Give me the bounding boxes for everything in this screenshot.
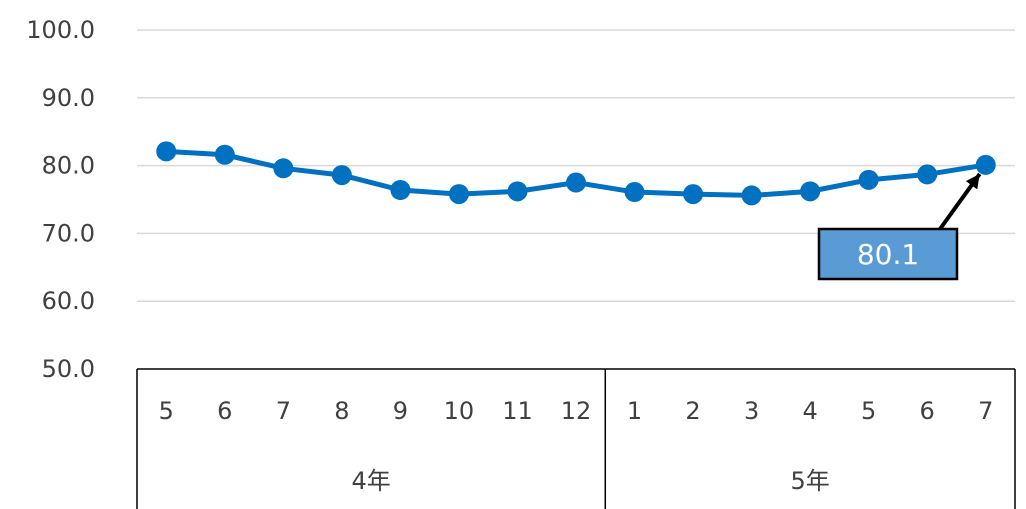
x-tick-label: 6 [217,397,232,425]
data-point [507,181,528,202]
x-tick-label: 5 [159,397,174,425]
callout-box [817,227,959,281]
data-point [390,180,411,201]
callout-label: 80.1 [857,238,919,271]
data-point [624,182,645,203]
x-tick-label: 7 [978,397,993,425]
x-tick-label: 1 [627,397,642,425]
x-axis-ticks: 5 6 7 8 9 10 11 12 1 2 3 4 5 6 7 [159,397,994,425]
value-callout: 80.1 [817,172,982,281]
data-point [214,144,235,165]
y-tick-label: 60.0 [42,287,95,315]
data-point [566,172,586,193]
data-point [156,141,177,162]
x-tick-label: 5 [861,397,876,425]
y-axis-ticks: 100.0 90.0 80.0 70.0 60.0 50.0 [26,16,95,383]
category-axis-table [136,368,1016,509]
x-tick-label: 7 [276,397,291,425]
x-tick-label: 2 [685,397,700,425]
data-point [800,181,821,202]
y-tick-label: 80.0 [42,152,95,180]
data-point [858,169,879,190]
x-group-label: 5年 [790,467,829,495]
x-tick-label: 4 [802,397,817,425]
y-tick-label: 100.0 [26,16,95,44]
data-point [448,184,469,205]
y-tick-label: 50.0 [42,355,95,383]
data-point [741,185,762,206]
x-tick-label: 12 [561,397,592,425]
x-tick-label: 11 [502,397,533,425]
data-point [273,158,294,179]
y-tick-label: 70.0 [42,219,95,247]
data-point [331,165,352,186]
series-layer [156,141,996,206]
callout-arrow-head [965,173,980,190]
x-group-label: 4年 [351,467,390,495]
x-tick-label: 8 [334,397,349,425]
x-tick-label: 10 [444,397,475,425]
x-tick-label: 3 [744,397,759,425]
data-point [683,184,704,205]
y-tick-label: 90.0 [42,84,95,112]
x-tick-label: 6 [920,397,935,425]
x-axis-groups: 4年 5年 [351,467,829,495]
data-point [917,164,938,185]
x-tick-label: 9 [393,397,408,425]
data-point [975,154,996,175]
